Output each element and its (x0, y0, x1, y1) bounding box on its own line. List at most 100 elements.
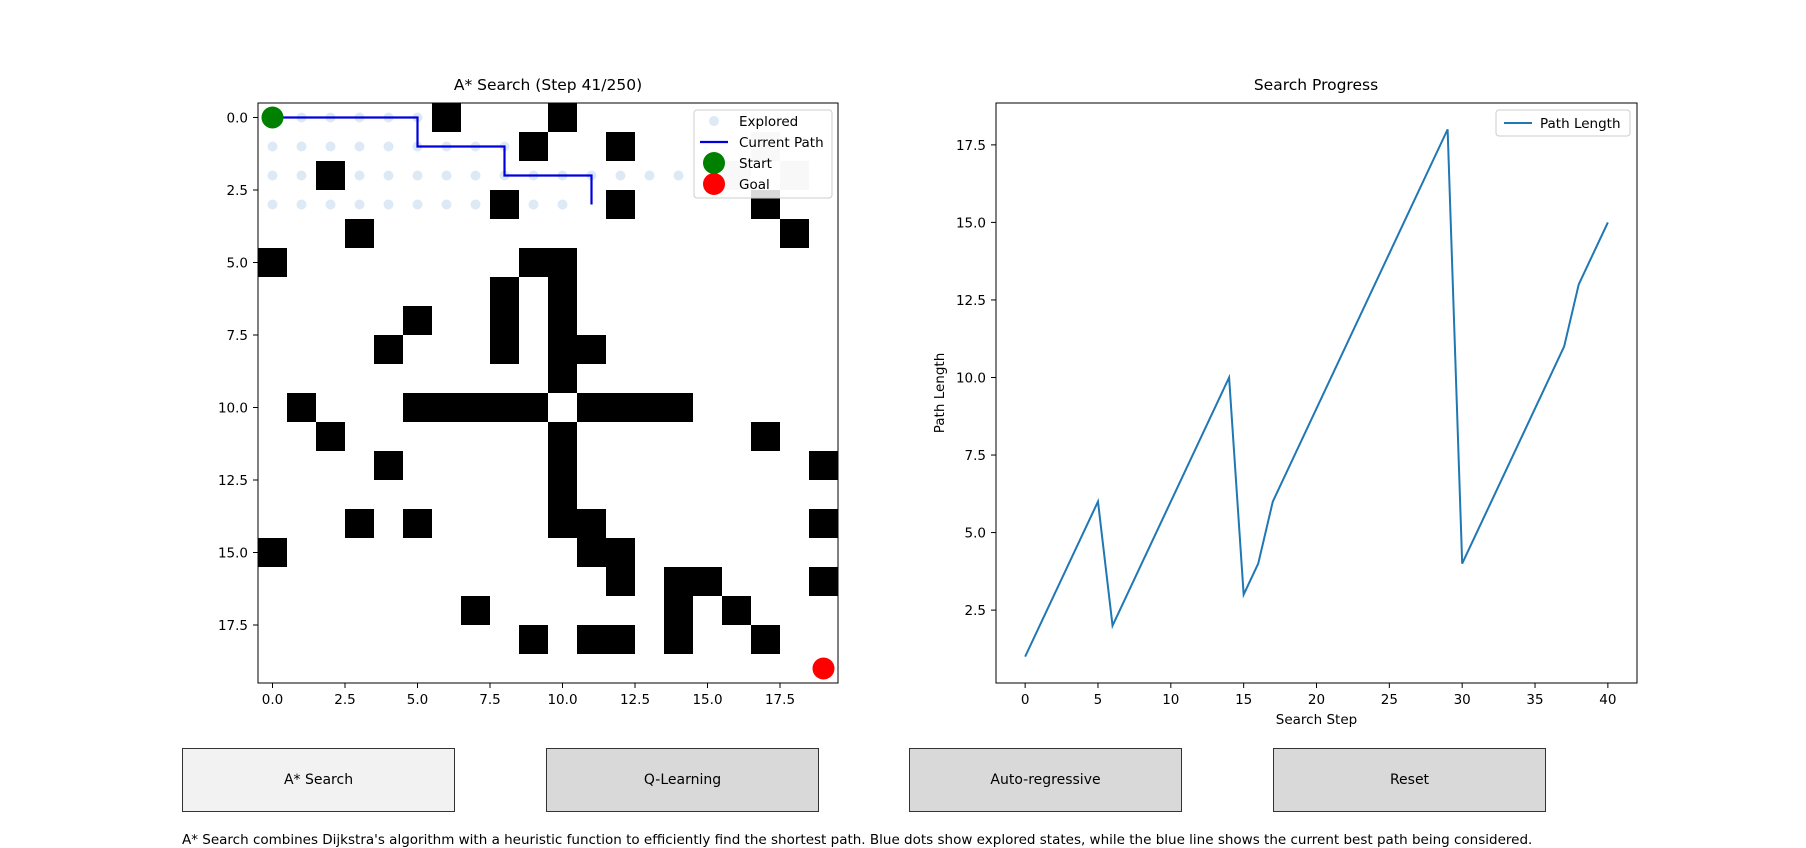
explored-dot (557, 199, 568, 210)
wall-cell (577, 393, 606, 422)
wall-cell (490, 190, 519, 219)
wall-cell (432, 103, 461, 132)
wall-cell (258, 248, 287, 277)
wall-cell (606, 567, 635, 596)
wall-cell (403, 509, 432, 538)
explored-dot (354, 141, 365, 152)
y-tick-label: 17.5 (218, 618, 248, 634)
chart-frame (995, 102, 1638, 684)
wall-cell (780, 219, 809, 248)
explored-dot (412, 199, 423, 210)
wall-cell (316, 161, 345, 190)
x-tick-label: 10 (1162, 692, 1179, 708)
x-tick-label: 20 (1308, 692, 1325, 708)
wall-cell (751, 625, 780, 654)
wall-cell (577, 509, 606, 538)
explored-dot (528, 199, 539, 210)
wall-cell (751, 422, 780, 451)
x-tick-label: 15 (1235, 692, 1252, 708)
x-tick-label: 5 (1094, 692, 1103, 708)
wall-cell (490, 393, 519, 422)
x-tick-label: 15.0 (692, 692, 722, 708)
astar-search-button[interactable]: A* Search (182, 748, 455, 812)
wall-cell (548, 335, 577, 364)
y-tick-label: 7.5 (227, 328, 248, 344)
wall-cell (519, 625, 548, 654)
explored-dot (267, 199, 278, 210)
wall-cell (809, 509, 838, 538)
wall-cell (490, 277, 519, 306)
x-tick-label: 25 (1381, 692, 1398, 708)
wall-cell (606, 625, 635, 654)
wall-cell (606, 132, 635, 161)
explored-dot (412, 170, 423, 181)
x-tick-label: 30 (1454, 692, 1471, 708)
explored-dot (296, 141, 307, 152)
x-tick-label: 2.5 (334, 692, 355, 708)
x-tick-label: 40 (1599, 692, 1616, 708)
wall-cell (548, 306, 577, 335)
y-tick-label: 0.0 (227, 111, 248, 127)
wall-cell (664, 625, 693, 654)
chart-legend-box (1495, 109, 1631, 137)
grid-frame (257, 102, 839, 684)
wall-cell (548, 364, 577, 393)
x-axis-label: Search Step (1276, 712, 1357, 728)
wall-cell (606, 190, 635, 219)
legend-explored-label: Explored (739, 114, 798, 130)
explored-dot (325, 199, 336, 210)
wall-cell (432, 393, 461, 422)
path-length-line (1024, 128, 1609, 658)
y-tick-label: 17.5 (956, 138, 986, 154)
wall-cell (548, 422, 577, 451)
legend-explored-swatch (709, 116, 719, 126)
x-tick-label: 35 (1526, 692, 1543, 708)
y-tick-label: 10.0 (218, 401, 248, 417)
y-tick-label: 5.0 (965, 526, 986, 542)
explored-dot (383, 141, 394, 152)
explored-dot (615, 170, 626, 181)
x-tick-label: 10.0 (547, 692, 577, 708)
y-tick-label: 12.5 (218, 473, 248, 489)
wall-cell (258, 538, 287, 567)
x-tick-label: 5.0 (407, 692, 428, 708)
wall-cell (664, 596, 693, 625)
wall-cell (548, 451, 577, 480)
goal-marker (812, 657, 835, 680)
wall-cell (316, 422, 345, 451)
explored-dot (267, 170, 278, 181)
legend-line-label: Path Length (1540, 116, 1621, 132)
auto-regressive-button[interactable]: Auto-regressive (909, 748, 1182, 812)
y-tick-label: 2.5 (965, 603, 986, 619)
explored-dot (470, 170, 481, 181)
wall-cell (606, 538, 635, 567)
wall-cell (374, 335, 403, 364)
wall-cell (577, 538, 606, 567)
x-tick-label: 0.0 (262, 692, 283, 708)
x-tick-label: 7.5 (479, 692, 500, 708)
explored-dot (296, 199, 307, 210)
y-tick-label: 7.5 (965, 448, 986, 464)
wall-cell (490, 306, 519, 335)
reset-button[interactable]: Reset (1273, 748, 1546, 812)
wall-cell (577, 625, 606, 654)
grid-title: A* Search (Step 41/250) (453, 76, 643, 94)
y-tick-label: 12.5 (956, 293, 986, 309)
wall-cell (722, 596, 751, 625)
start-marker (261, 106, 284, 129)
y-axis-label: Path Length (932, 353, 948, 434)
explored-dot (441, 199, 452, 210)
x-tick-label: 17.5 (765, 692, 795, 708)
wall-cell (345, 219, 374, 248)
q-learning-button[interactable]: Q-Learning (546, 748, 819, 812)
explored-dot (673, 170, 684, 181)
explored-dot (644, 170, 655, 181)
x-tick-label: 12.5 (620, 692, 650, 708)
explored-dot (441, 170, 452, 181)
chart-title: Search Progress (1253, 76, 1379, 94)
wall-cell (287, 393, 316, 422)
explored-dot (296, 170, 307, 181)
legend-goal-swatch (703, 173, 725, 195)
